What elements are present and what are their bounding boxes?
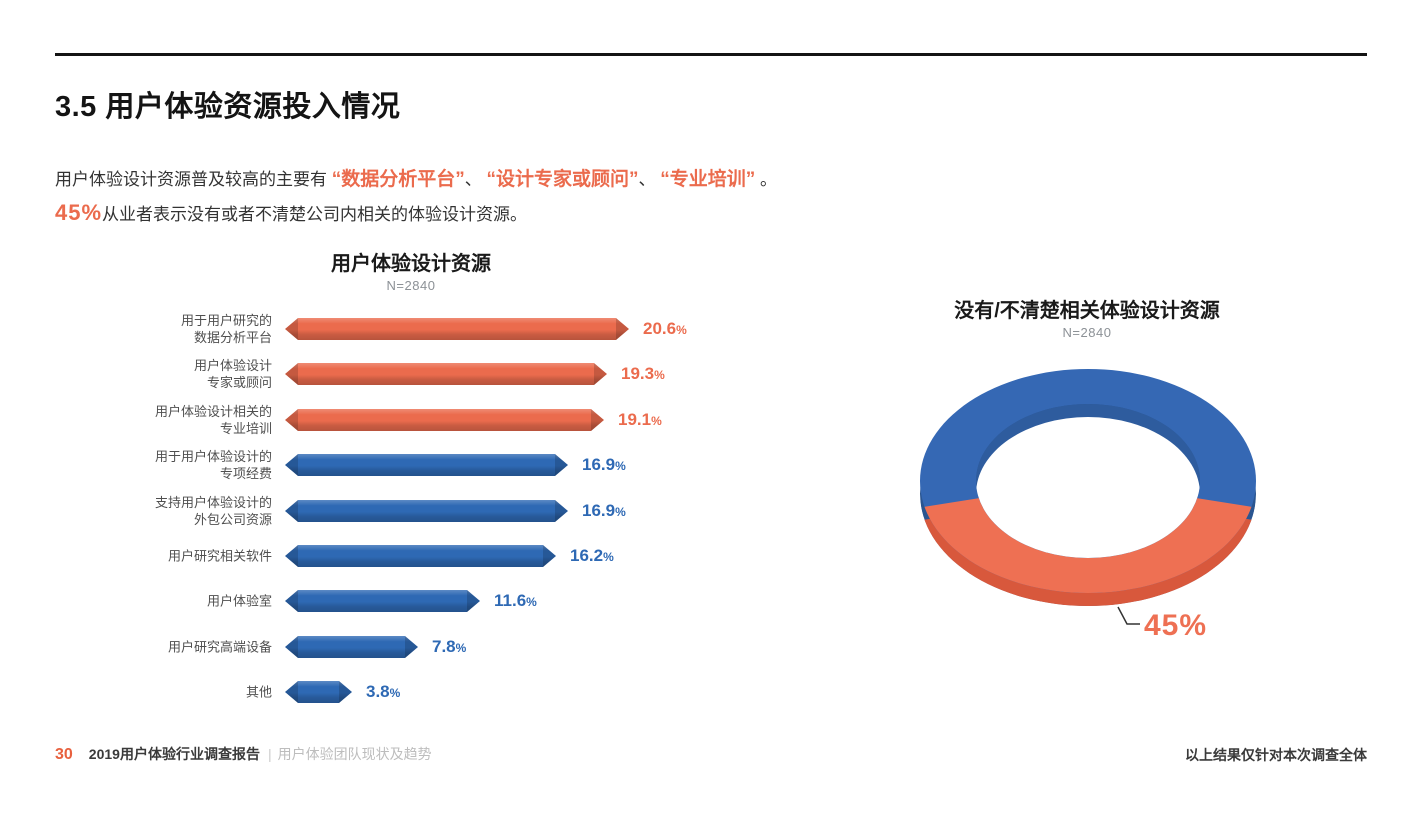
bar-category-label: 用于用户体验设计的 专项经费 xyxy=(154,449,272,481)
bar-left-tip xyxy=(285,409,298,431)
bar-right-tip xyxy=(543,545,556,567)
intro-text: 从业者表示没有或者不清楚公司内相关的体验设计资源。 xyxy=(102,205,528,224)
donut-hole xyxy=(976,404,1200,558)
bar-right-tip xyxy=(555,454,568,476)
bar-left-tip xyxy=(285,636,298,658)
bar xyxy=(285,590,480,612)
intro-paragraph-line2: 45%从业者表示没有或者不清楚公司内相关的体验设计资源。 xyxy=(55,200,527,226)
bar-value-label: 20.6% xyxy=(643,319,687,338)
footer-report-subtitle: 用户体验团队现状及趋势 xyxy=(277,746,432,762)
page-number: 30 xyxy=(55,746,73,763)
bar-value-label: 16.9% xyxy=(582,455,626,474)
bar-right-tip xyxy=(339,681,352,703)
intro-text: 、 xyxy=(464,170,487,189)
footer-note: 以上结果仅针对本次调查全体 xyxy=(1185,747,1367,763)
bar-category-label: 用户研究相关软件 xyxy=(167,548,272,564)
page-title: 3.5 用户体验资源投入情况 xyxy=(55,91,401,124)
bar-category-label: 用户研究高端设备 xyxy=(167,639,272,655)
intro-text: 。 xyxy=(755,170,777,189)
donut-chart-sample-size: N=2840 xyxy=(1062,325,1112,340)
bar-right-tip xyxy=(405,636,418,658)
bar-left-tip xyxy=(285,545,298,567)
bar-right-tip xyxy=(591,409,604,431)
bar-category-label: 用户体验设计相关的 专业培训 xyxy=(154,404,272,436)
bar-category-label: 用户体验设计 专家或顾问 xyxy=(193,358,272,390)
bar-right-tip xyxy=(555,500,568,522)
bar xyxy=(285,318,629,340)
bar xyxy=(285,636,418,658)
bar xyxy=(285,409,604,431)
intro-text: 、 xyxy=(638,170,661,189)
bar-left-tip xyxy=(285,590,298,612)
intro-paragraph-line1: 用户体验设计资源普及较高的主要有 “数据分析平台”、 “设计专家或顾问”、 “专… xyxy=(55,164,777,191)
intro-highlight: “设计专家或顾问” xyxy=(486,169,639,190)
bar xyxy=(285,363,607,385)
callout-line xyxy=(1117,606,1140,625)
bar-left-tip xyxy=(285,681,298,703)
intro-text: 用户体验设计资源普及较高的主要有 xyxy=(55,170,332,189)
footer-left: 30 2019用户体验行业调查报告 | 用户体验团队现状及趋势 xyxy=(55,744,432,764)
intro-highlight: “数据分析平台” xyxy=(331,169,465,190)
bar-value-label: 19.1% xyxy=(618,410,662,429)
footer-separator: | xyxy=(267,746,272,762)
donut-chart-title: 没有/不清楚相关体验设计资源 xyxy=(954,300,1220,322)
bar-value-label: 3.8% xyxy=(366,682,401,701)
bar-right-tip xyxy=(467,590,480,612)
bar xyxy=(285,545,556,567)
bar-category-label: 用户体验室 xyxy=(206,593,272,609)
bar-value-label: 11.6% xyxy=(494,591,537,610)
bar-right-tip xyxy=(594,363,607,385)
bar-value-label: 16.2% xyxy=(570,546,614,565)
bar-category-label: 其他 xyxy=(245,684,272,700)
bar-chart-sample-size: N=2840 xyxy=(386,278,436,293)
bar-left-tip xyxy=(285,500,298,522)
top-divider-rule xyxy=(55,53,1367,56)
bar-chart-title: 用户体验设计资源 xyxy=(331,253,491,275)
intro-highlight: “专业培训” xyxy=(660,169,756,190)
footer-report-title: 2019用户体验行业调查报告 xyxy=(88,746,260,762)
bar xyxy=(285,454,568,476)
bar xyxy=(285,500,568,522)
bar-left-tip xyxy=(285,363,298,385)
bar xyxy=(285,681,352,703)
intro-highlight: 45% xyxy=(55,200,103,225)
bar-left-tip xyxy=(285,454,298,476)
bar-value-label: 16.9% xyxy=(582,501,626,520)
bar-left-tip xyxy=(285,318,298,340)
donut-chart: 45% xyxy=(920,369,1256,640)
bar-category-label: 支持用户体验设计的 外包公司资源 xyxy=(154,495,272,527)
bar-category-label: 用于用户研究的 数据分析平台 xyxy=(180,313,272,345)
callout-label: 45% xyxy=(1144,609,1207,640)
bar-value-label: 7.8% xyxy=(432,637,467,656)
bar-right-tip xyxy=(616,318,629,340)
bar-value-label: 19.3% xyxy=(621,364,665,383)
